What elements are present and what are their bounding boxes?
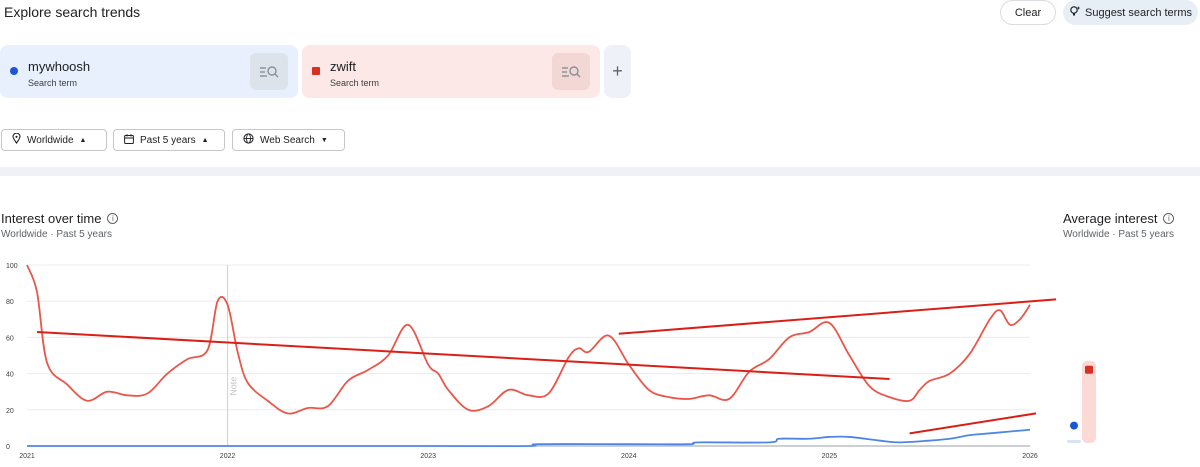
time-range-filter[interactable]: Past 5 years ▲ (113, 129, 225, 151)
average-bar-zwift (1082, 360, 1096, 443)
term-type: Search term (330, 78, 380, 88)
y-tick-label: 100 (6, 263, 18, 270)
term-type: Search term (28, 78, 78, 88)
search-property-filter[interactable]: Web Search ▼ (232, 129, 345, 151)
location-pin-icon (12, 132, 21, 147)
average-marker-zwift (1085, 365, 1093, 374)
caret-down-icon: ▼ (320, 136, 328, 144)
info-icon[interactable]: i (1163, 213, 1175, 224)
y-tick-label: 80 (6, 299, 14, 306)
x-tick-label: 2026 (1022, 453, 1038, 460)
average-bar-mywhoosh (1067, 440, 1081, 443)
series-line-mywhoosh (27, 428, 1031, 448)
suggest-label: Suggest search terms (1085, 6, 1192, 19)
lightbulb-sparkle-icon (1069, 5, 1081, 20)
add-term-button[interactable]: + (604, 45, 631, 98)
term-name: zwift (330, 59, 356, 74)
trend-annotation-line (36, 330, 890, 381)
search-term-card-zwift[interactable]: zwift Search term (302, 45, 600, 98)
average-interest-heading: Average interest i (1063, 211, 1175, 226)
interest-over-time-chart: 0 20 40 60 80 100 2021 2022 2023 2024 2025 2026 Note (6, 263, 1096, 460)
term-name: mywhoosh (28, 59, 91, 74)
average-marker-mywhoosh (1070, 421, 1078, 430)
region-label: Worldwide (27, 134, 74, 146)
interest-over-time-heading: Interest over time i (1, 211, 119, 226)
average-title: Average interest (1063, 211, 1158, 226)
note-label: Note (229, 377, 239, 396)
page-title: Explore search trends (4, 4, 141, 20)
clear-button[interactable]: Clear (1000, 0, 1056, 25)
time-range-label: Past 5 years (140, 134, 196, 146)
average-subtitle: Worldwide · Past 5 years (1063, 229, 1174, 240)
caret-up-icon: ▲ (201, 136, 209, 144)
trend-annotation-line (618, 298, 1057, 335)
series-dot-icon (10, 67, 18, 75)
search-property-label: Web Search (260, 134, 315, 146)
region-filter[interactable]: Worldwide ▲ (1, 129, 107, 151)
y-tick-label: 0 (6, 444, 10, 451)
series-line-zwift (26, 264, 1031, 415)
search-term-card-mywhoosh[interactable]: mywhoosh Search term (0, 45, 298, 98)
trend-annotation-line (909, 412, 1037, 435)
x-tick-label: 2023 (420, 453, 436, 460)
calendar-icon (124, 133, 134, 147)
y-tick-label: 20 (6, 408, 14, 415)
x-tick-label: 2024 (621, 453, 637, 460)
suggest-search-terms-button[interactable]: Suggest search terms (1063, 0, 1198, 25)
query-search-icon[interactable] (250, 53, 288, 90)
y-tick-label: 60 (6, 335, 14, 342)
caret-up-icon: ▲ (79, 136, 87, 144)
interest-subtitle: Worldwide · Past 5 years (1, 229, 112, 240)
query-search-icon[interactable] (552, 53, 590, 90)
x-tick-label: 2025 (822, 453, 838, 460)
globe-icon (243, 133, 254, 147)
x-tick-label: 2022 (220, 453, 236, 460)
y-tick-label: 40 (6, 372, 14, 379)
interest-title: Interest over time (1, 211, 102, 226)
section-divider (0, 167, 1200, 176)
info-icon[interactable]: i (107, 213, 119, 224)
series-square-icon (312, 67, 320, 75)
x-tick-label: 2021 (19, 453, 35, 460)
